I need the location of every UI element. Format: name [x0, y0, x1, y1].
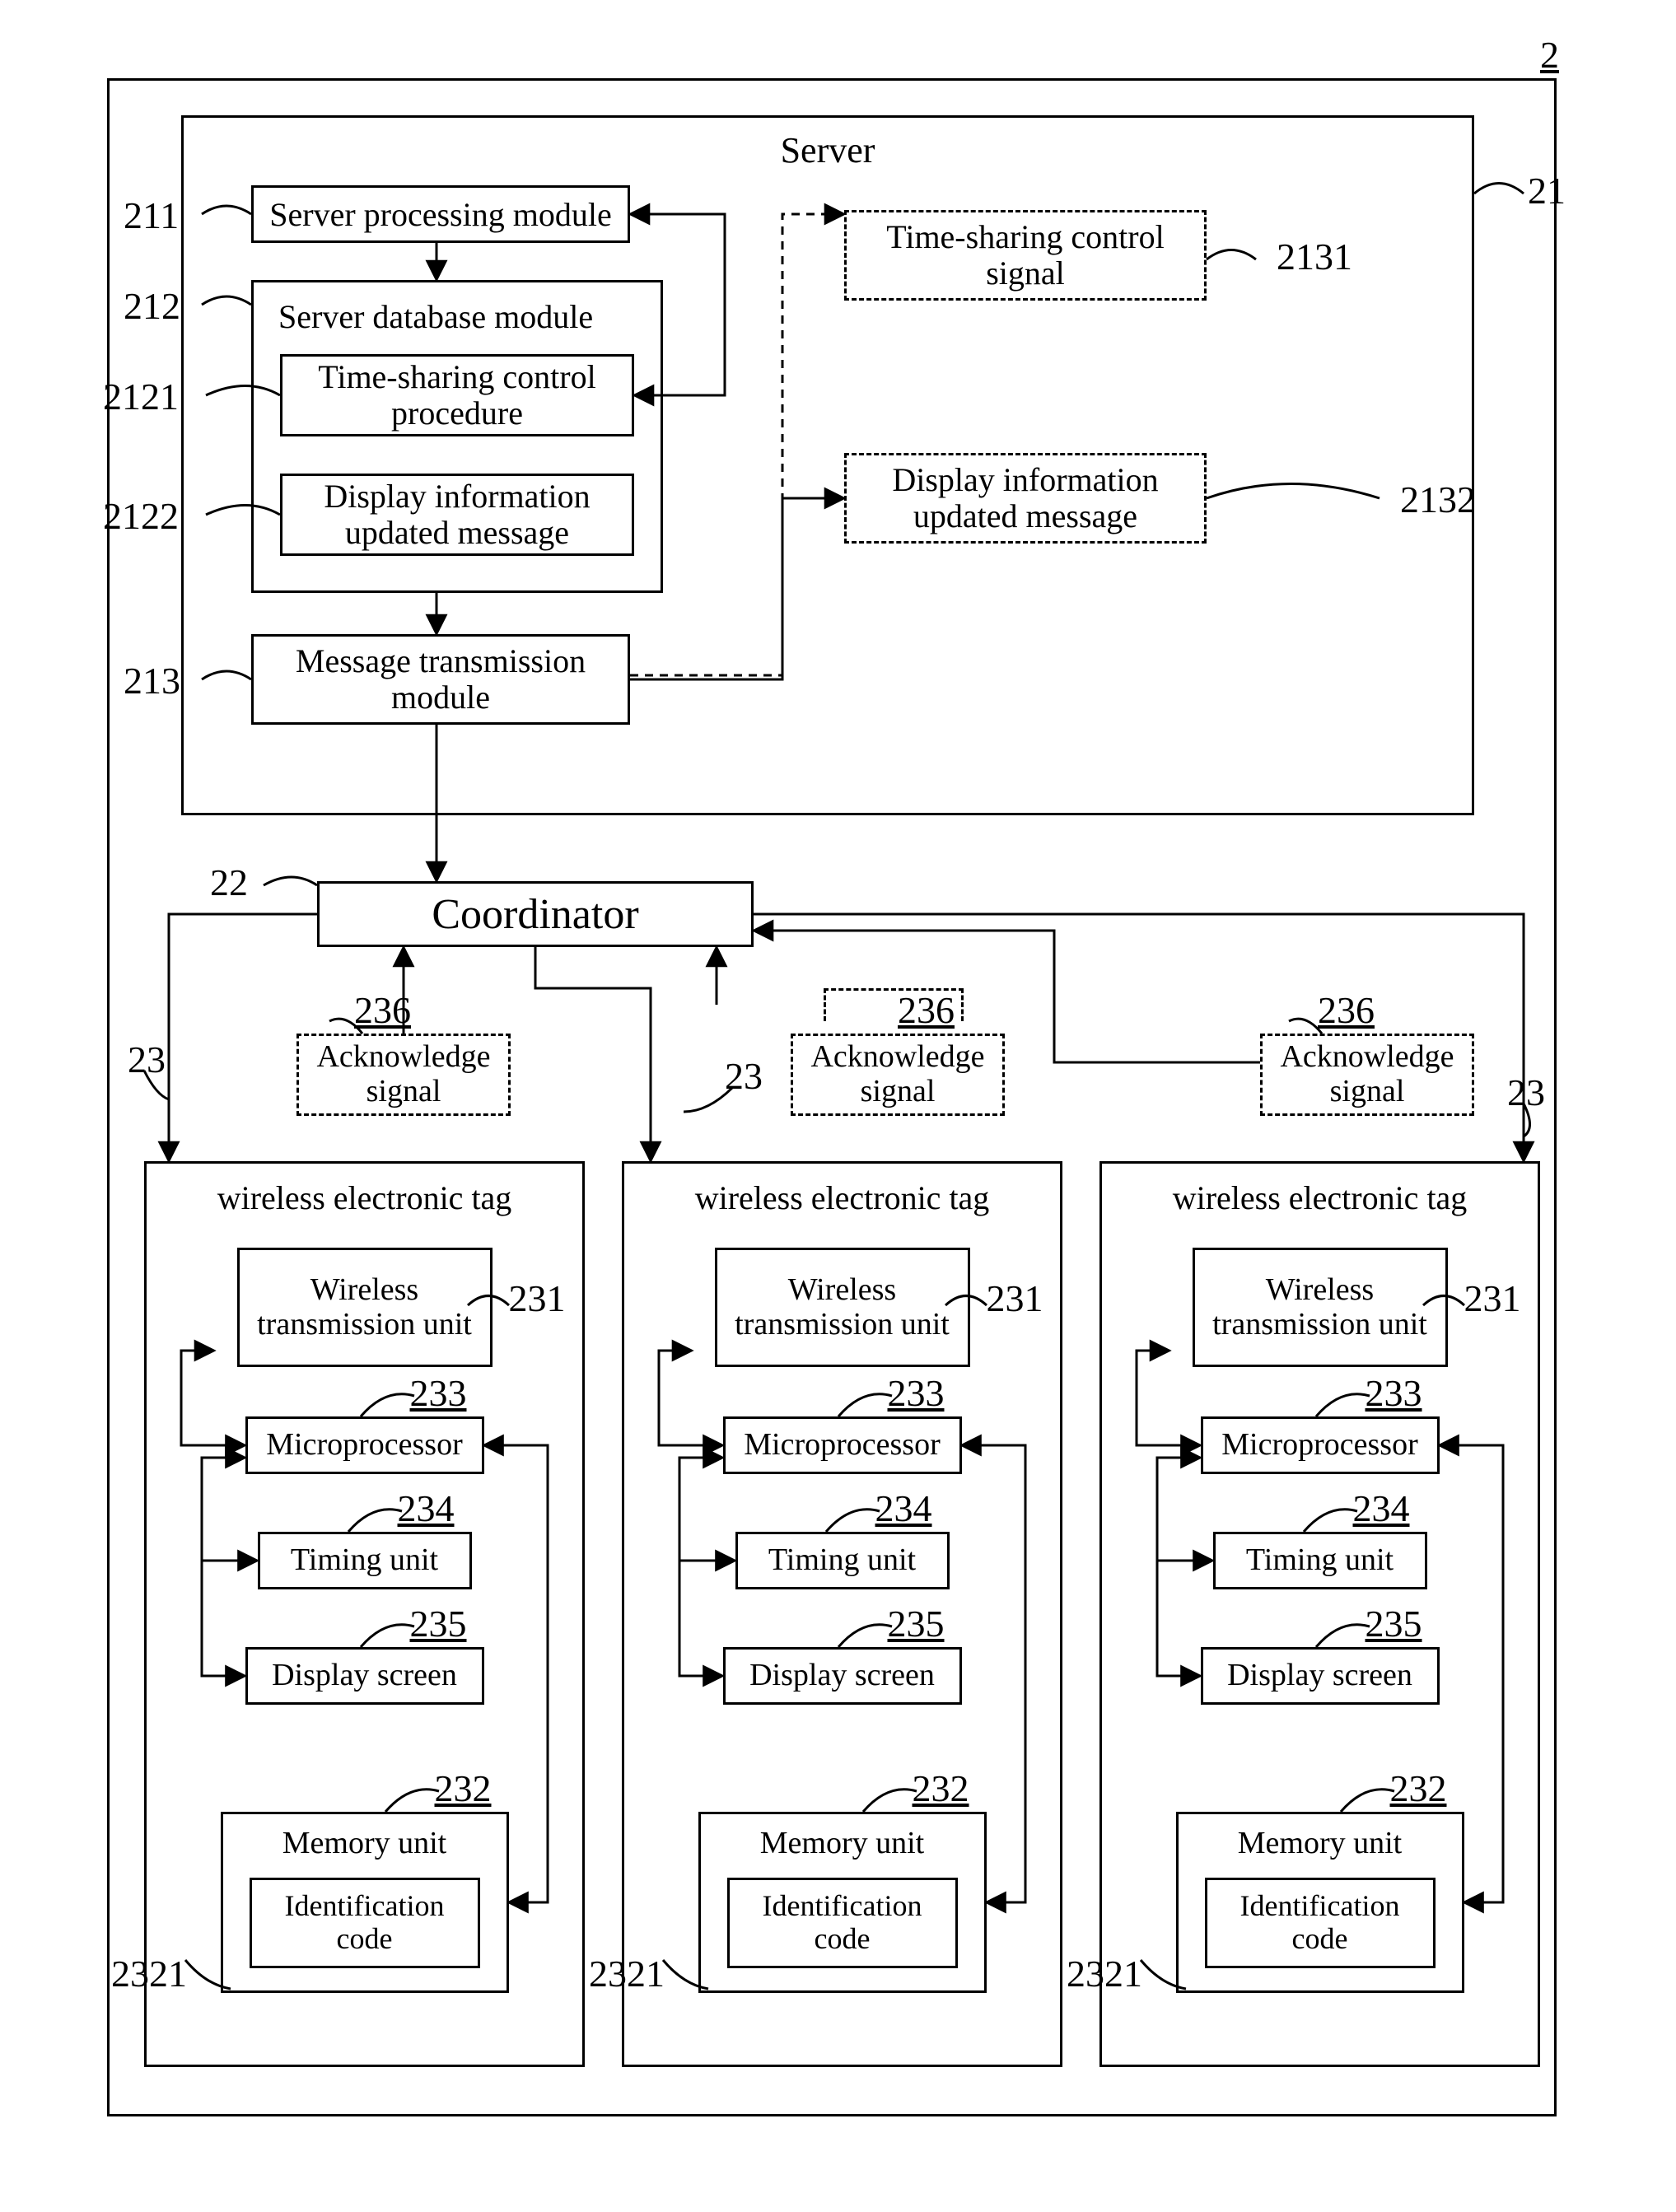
wtu-box-2: Wireless transmission unit [715, 1248, 970, 1367]
ref-tu-3: 234 [1353, 1486, 1410, 1530]
ref-id-3: 2321 [1067, 1952, 1142, 1995]
ref-mp-1: 233 [410, 1371, 467, 1415]
tu-box-1: Timing unit [258, 1532, 472, 1589]
ref-spm: 211 [124, 194, 179, 237]
ref-ds-1: 235 [410, 1602, 467, 1645]
ref-wtu-2: 231 [987, 1276, 1043, 1320]
mu-label-1: Memory unit [282, 1827, 446, 1861]
ack-signal-3: Acknowledge signal [1260, 1034, 1474, 1116]
ds-label-1: Display screen [272, 1659, 457, 1693]
ref-diu-in: 2122 [103, 494, 179, 538]
wtu-label-3: Wireless transmission unit [1202, 1273, 1439, 1342]
mu-label-3: Memory unit [1238, 1827, 1402, 1861]
ref-wtu-1: 231 [509, 1276, 566, 1320]
id-code-box-3: Identification code [1205, 1878, 1436, 1968]
server-title: Server [781, 129, 875, 171]
ref-ack1: 236 [354, 988, 411, 1032]
mu-label-2: Memory unit [760, 1827, 924, 1861]
mp-box-3: Microprocessor [1201, 1416, 1440, 1474]
id-code-label-1: Identification code [259, 1890, 471, 1955]
coord-label: Coordinator [432, 890, 638, 939]
tag2-title: wireless electronic tag [695, 1178, 990, 1217]
tag3-title: wireless electronic tag [1173, 1178, 1468, 1217]
ack-signal-1: Acknowledge signal [296, 1034, 511, 1116]
id-code-label-2: Identification code [736, 1890, 949, 1955]
diu-msg-label: Display information updated message [853, 462, 1197, 534]
display-info-updated-inner: Display information updated message [280, 474, 634, 556]
ref-server: 21 [1528, 169, 1566, 212]
ref-tss: 2131 [1277, 235, 1352, 278]
ref-id-2: 2321 [589, 1952, 665, 1995]
coordinator-box: Coordinator [317, 881, 754, 947]
ref-id-1: 2321 [111, 1952, 187, 1995]
ref-coord: 22 [210, 861, 248, 904]
ref-sdm: 212 [124, 284, 180, 328]
ds-label-3: Display screen [1227, 1659, 1412, 1693]
id-code-box-1: Identification code [250, 1878, 480, 1968]
mp-box-1: Microprocessor [245, 1416, 484, 1474]
mp-label-2: Microprocessor [744, 1428, 940, 1463]
ref-tag-left: 23 [128, 1038, 166, 1081]
ack-signal-2: Acknowledge signal [791, 1034, 1005, 1116]
ref-mtm: 213 [124, 659, 180, 702]
tu-label-2: Timing unit [768, 1543, 916, 1578]
ack1-label: Acknowledge signal [306, 1040, 502, 1109]
ref-mu-1: 232 [435, 1766, 492, 1810]
mp-label-3: Microprocessor [1221, 1428, 1417, 1463]
id-code-box-2: Identification code [727, 1878, 958, 1968]
ref-diu-msg: 2132 [1400, 478, 1476, 521]
message-transmission-module: Message transmission module [251, 634, 630, 725]
ref-system: 2 [1540, 33, 1559, 77]
tu-label-1: Timing unit [291, 1543, 438, 1578]
mtm-label: Message transmission module [260, 643, 621, 716]
wtu-box-3: Wireless transmission unit [1193, 1248, 1448, 1367]
wtu-box-1: Wireless transmission unit [237, 1248, 493, 1367]
ref-wtu-3: 231 [1464, 1276, 1521, 1320]
ds-label-2: Display screen [749, 1659, 935, 1693]
tss-label: Time-sharing control signal [853, 219, 1197, 292]
ref-tscp: 2121 [103, 375, 179, 418]
ack3-label: Acknowledge signal [1269, 1040, 1465, 1109]
spm-label: Server processing module [269, 195, 611, 234]
tu-box-2: Timing unit [735, 1532, 950, 1589]
ref-tag-right: 23 [1507, 1071, 1545, 1114]
ref-mu-2: 232 [913, 1766, 969, 1810]
ref-mp-2: 233 [888, 1371, 945, 1415]
ref-tu-2: 234 [875, 1486, 932, 1530]
wtu-label-2: Wireless transmission unit [724, 1273, 961, 1342]
ref-ack2: 236 [898, 988, 955, 1032]
ds-box-1: Display screen [245, 1647, 484, 1705]
mp-label-1: Microprocessor [266, 1428, 462, 1463]
server-processing-module: Server processing module [251, 185, 630, 243]
ref-tu-1: 234 [398, 1486, 455, 1530]
tscp-label: Time-sharing control procedure [289, 359, 625, 432]
diu-in-label: Display information updated message [289, 478, 625, 551]
ack2-label: Acknowledge signal [800, 1040, 996, 1109]
ref-mu-3: 232 [1390, 1766, 1447, 1810]
ref-ack3: 236 [1318, 988, 1375, 1032]
ref-ds-2: 235 [888, 1602, 945, 1645]
tu-label-3: Timing unit [1246, 1543, 1394, 1578]
ds-box-3: Display screen [1201, 1647, 1440, 1705]
ref-tag-mid: 23 [725, 1054, 763, 1098]
tag1-title: wireless electronic tag [217, 1178, 512, 1217]
id-code-label-3: Identification code [1214, 1890, 1426, 1955]
time-sharing-control-procedure: Time-sharing control procedure [280, 354, 634, 436]
time-sharing-control-signal: Time-sharing control signal [844, 210, 1207, 301]
ref-ds-3: 235 [1366, 1602, 1422, 1645]
tu-box-3: Timing unit [1213, 1532, 1427, 1589]
wtu-label-1: Wireless transmission unit [246, 1273, 483, 1342]
ds-box-2: Display screen [723, 1647, 962, 1705]
mp-box-2: Microprocessor [723, 1416, 962, 1474]
ref-mp-3: 233 [1366, 1371, 1422, 1415]
display-info-updated-msg: Display information updated message [844, 453, 1207, 544]
sdm-label: Server database module [278, 297, 593, 336]
